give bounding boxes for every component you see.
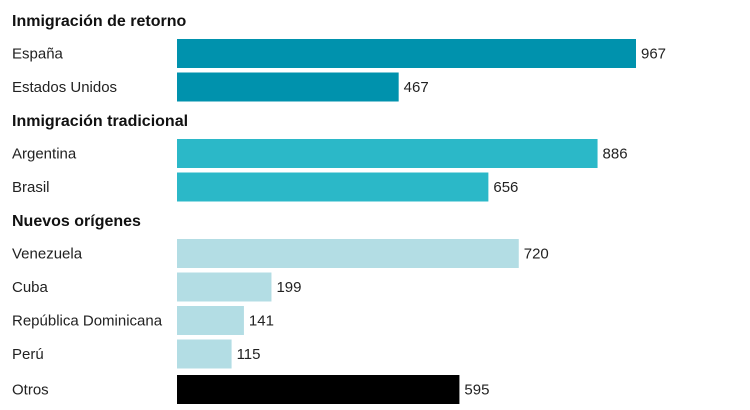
bar: [177, 339, 232, 369]
bar: [177, 139, 598, 168]
value-label: 720: [524, 246, 549, 263]
value-label: 199: [276, 279, 301, 296]
bar: [177, 306, 244, 335]
bar: [177, 375, 460, 404]
bar: [177, 72, 399, 102]
value-label: 967: [641, 46, 666, 63]
category-label: España: [12, 46, 64, 63]
category-label: Otros: [12, 382, 49, 399]
group-title: Inmigración tradicional: [12, 113, 188, 130]
value-label: 595: [464, 382, 489, 399]
bar: [177, 172, 489, 202]
category-label: Venezuela: [12, 246, 83, 263]
group-title: Inmigración de retorno: [12, 13, 186, 30]
category-label: Perú: [12, 346, 44, 363]
value-label: 467: [404, 79, 429, 96]
bar: [177, 272, 272, 302]
group-title: Nuevos orígenes: [12, 213, 141, 230]
value-label: 115: [237, 346, 261, 363]
category-label: Argentina: [12, 146, 77, 163]
bar: [177, 239, 519, 268]
bar: [177, 39, 636, 68]
category-label: Cuba: [12, 279, 49, 296]
category-label: República Dominicana: [12, 313, 163, 330]
category-label: Estados Unidos: [12, 79, 117, 96]
value-label: 656: [493, 179, 518, 196]
category-label: Brasil: [12, 179, 50, 196]
value-label: 141: [249, 313, 274, 330]
value-label: 886: [603, 146, 628, 163]
